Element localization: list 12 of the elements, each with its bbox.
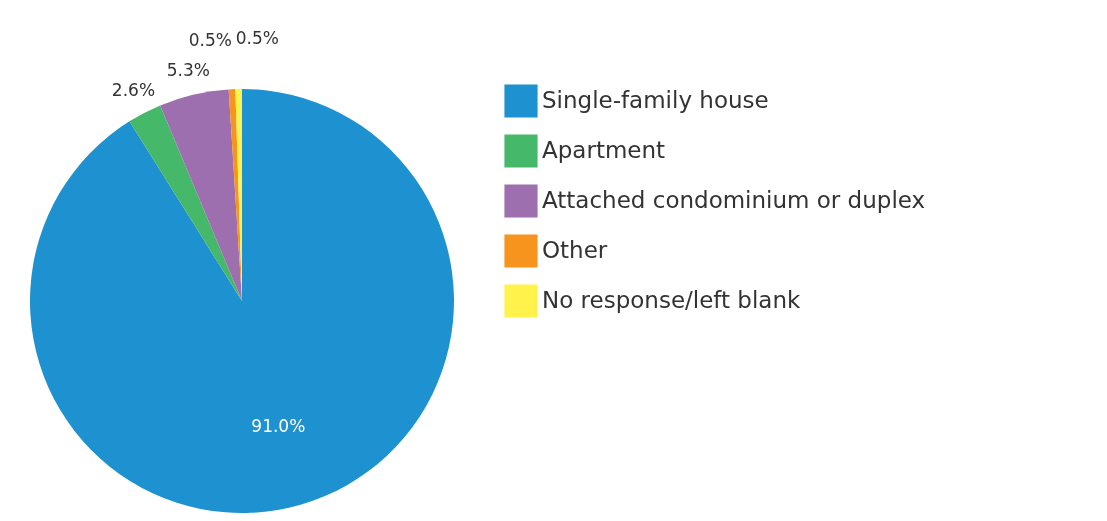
data-label: 0.5% [235,28,279,49]
legend-label: Apartment [542,137,666,163]
pie-slice [160,89,242,301]
data-label: 0.5% [188,29,232,50]
data-label: 5.3% [166,60,210,81]
pie-slice [129,105,242,301]
legend-label: No response/left blank [542,287,802,313]
data-label: 2.6% [111,80,156,101]
legend-label: Single-family house [542,87,769,113]
legend-label: Attached condominium or duplex [542,187,926,213]
legend-label: Other [542,237,608,263]
data-label: 91.0% [251,416,306,437]
